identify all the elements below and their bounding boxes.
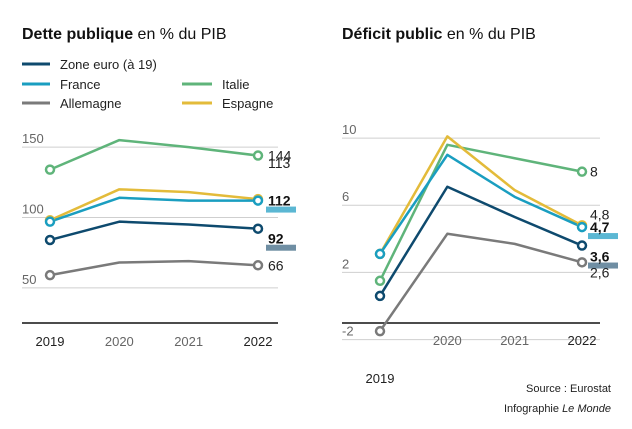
debt-series-point-3: [44, 234, 56, 246]
debt-y-tick-label: 150: [22, 131, 44, 146]
deficit-series-line-1: [378, 135, 583, 255]
legend-label-italie: Italie: [222, 77, 249, 92]
debt-data-label-2: 112: [268, 193, 291, 209]
debt-x-tick-label: 2019: [36, 334, 65, 349]
debt-label-highlight-3: [266, 244, 296, 251]
debt-chart-title: Dette publique en % du PIB: [22, 26, 227, 43]
debt-title-rest: en % du PIB: [133, 26, 226, 43]
deficit-series-point-3: [374, 290, 386, 302]
deficit-series-line-4: [378, 232, 583, 332]
deficit-x-tick-label: 2021: [500, 333, 529, 348]
deficit-series-point-3: [576, 240, 588, 251]
debt-data-label-3: 92: [268, 231, 284, 247]
debt-data-label-0: 144: [268, 148, 292, 164]
deficit-series-point-2: [374, 248, 386, 260]
deficit-title-rest: en % du PIB: [442, 26, 535, 43]
debt-series-line-1: [49, 188, 259, 222]
legend-label-espagne: Espagne: [222, 96, 273, 111]
debt-x-tick-label: 2020: [105, 334, 134, 349]
legend: Zone euro (à 19) France Allemagne Italie…: [22, 57, 273, 111]
deficit-y-tick-label: 2: [342, 256, 349, 271]
debt-y-tick-label: 100: [22, 201, 44, 216]
deficit-chart: -2 2 6 10 2019 2020 2021 2022 8 4,84,7 3,62,6: [342, 122, 618, 386]
deficit-chart-title: Déficit public en % du PIB: [342, 26, 536, 43]
debt-data-label-4: 66: [268, 257, 284, 273]
debt-series-line-2: [49, 196, 258, 223]
deficit-title-bold: Déficit public: [342, 26, 443, 43]
debt-series-line-4: [49, 259, 259, 277]
deficit-series-line-3: [378, 185, 583, 297]
credit-prefix: Infographie: [504, 403, 562, 415]
source-text: Source : Eurostat: [526, 383, 611, 395]
deficit-series-point-2: [576, 221, 588, 233]
deficit-series-line-0: [378, 143, 583, 282]
credit-italic: Le Monde: [562, 403, 611, 415]
debt-x-tick-label: 2021: [174, 334, 203, 349]
debt-title-bold: Dette publique: [22, 26, 133, 43]
deficit-data-label-0: 8: [590, 164, 598, 180]
deficit-series-point-4: [374, 325, 386, 337]
deficit-series-point-4: [576, 257, 588, 268]
deficit-x-tick-label: 2019: [366, 371, 395, 386]
deficit-y-tick-label: 6: [342, 189, 349, 204]
debt-data-label-1: 113: [268, 155, 291, 171]
debt-series-point-2: [44, 216, 56, 227]
debt-series-point-2: [252, 195, 264, 206]
debt-series-point-0: [44, 164, 56, 175]
debt-label-highlight-2: [266, 206, 296, 213]
debt-x-tick-label: 2022: [244, 334, 273, 349]
credit-text: Infographie Le Monde: [504, 403, 611, 415]
deficit-x-tick-label: 2022: [568, 333, 597, 348]
legend-label-france: France: [60, 77, 100, 92]
deficit-series-line-2: [378, 153, 583, 255]
debt-series-point-4: [252, 260, 264, 271]
debt-series-line-0: [49, 138, 259, 171]
deficit-data-label-2: 4,7: [590, 219, 610, 235]
deficit-label-highlight-3: [588, 262, 618, 269]
deficit-data-label-4: 2,6: [590, 264, 610, 280]
deficit-series-point-0: [374, 275, 386, 287]
debt-y-tick-label: 50: [22, 272, 36, 287]
debt-series-point-0: [252, 150, 264, 161]
legend-label-allemagne: Allemagne: [60, 96, 121, 111]
deficit-y-tick-label: -2: [342, 324, 354, 339]
deficit-y-tick-label: 10: [342, 122, 356, 137]
debt-series-point-3: [252, 223, 264, 234]
legend-label-zone: Zone euro (à 19): [60, 57, 157, 72]
deficit-data-label-3: 3,6: [590, 249, 610, 265]
deficit-data-label-1: 4,8: [590, 206, 610, 222]
debt-series-line-3: [49, 220, 259, 242]
debt-series-point-4: [44, 269, 56, 281]
deficit-series-point-0: [576, 166, 588, 177]
deficit-x-tick-label: 2020: [433, 333, 462, 348]
deficit-label-highlight-2: [588, 233, 618, 240]
